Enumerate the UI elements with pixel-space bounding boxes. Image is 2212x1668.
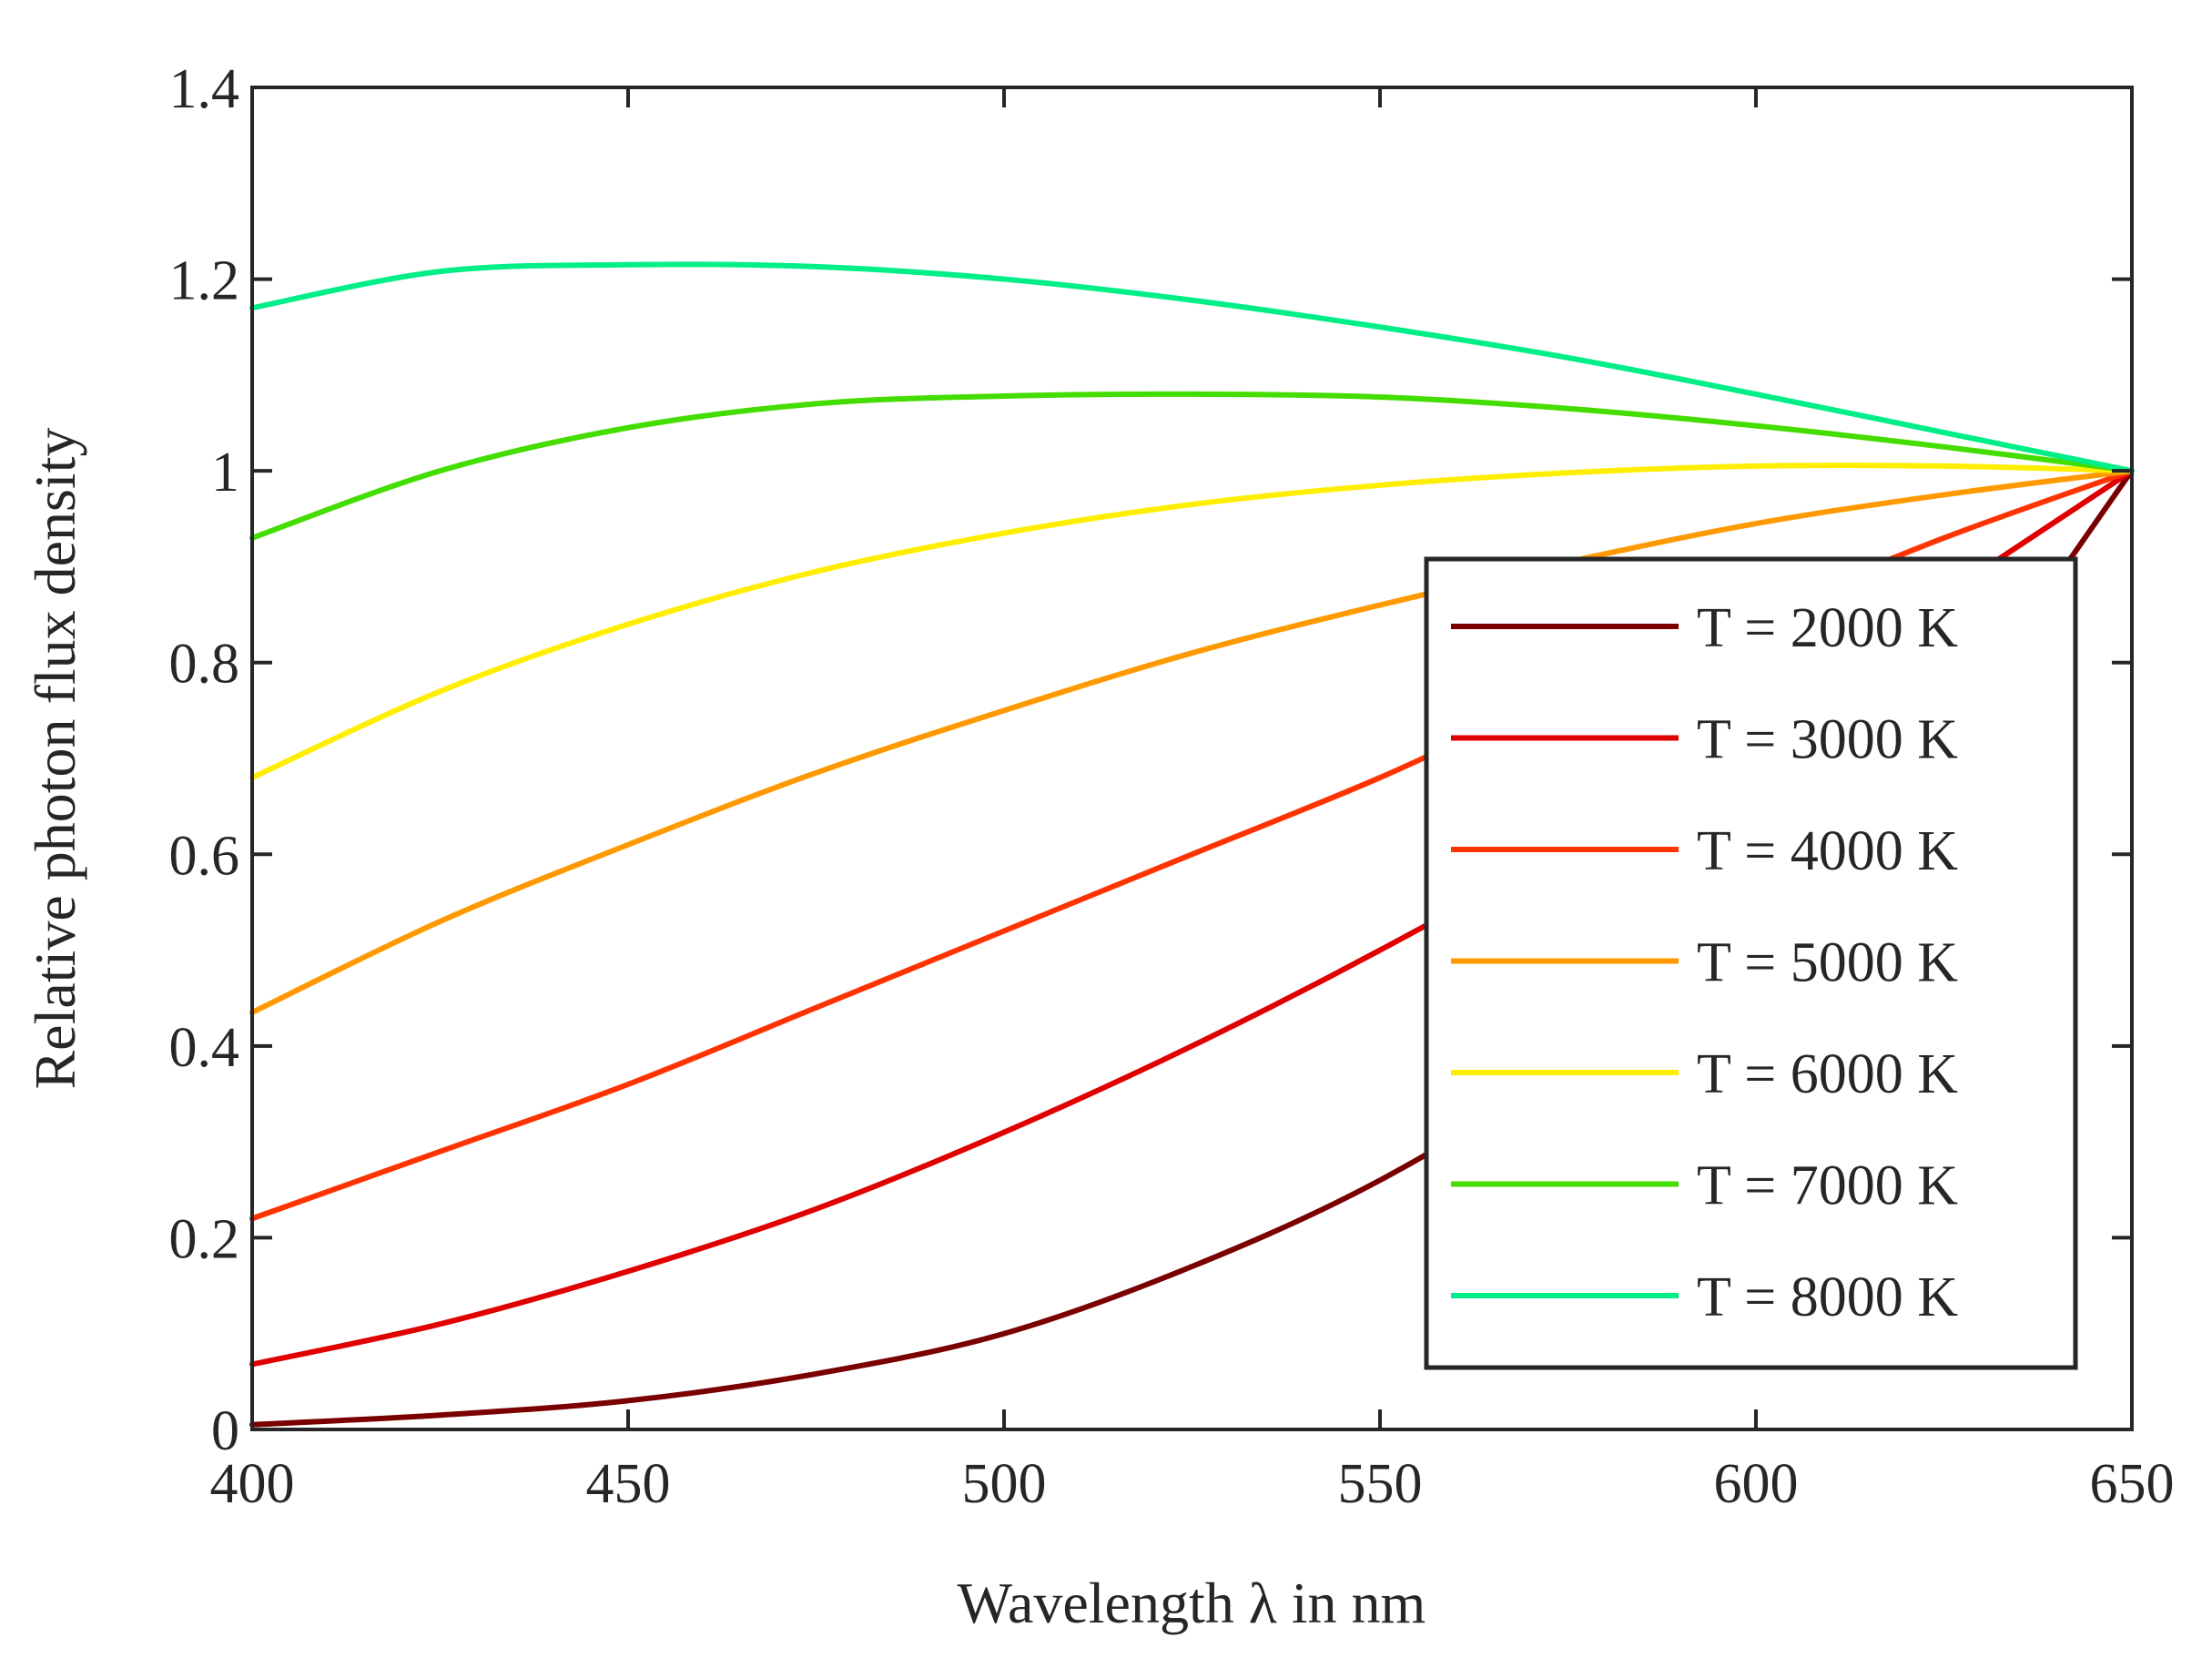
y-tick-label: 0 — [211, 1400, 239, 1462]
x-tick-label: 500 — [962, 1453, 1047, 1515]
x-tick-label: 650 — [2090, 1453, 2175, 1515]
legend: T = 2000 K T = 3000 K T = 4000 K T = 5000 K… — [1424, 556, 2078, 1370]
series-line-7 — [249, 261, 2135, 474]
y-tick-label: 0.2 — [169, 1208, 240, 1270]
y-tick-label: 0.6 — [169, 825, 240, 887]
series-line-4 — [249, 468, 2135, 1016]
legend-label-3: T = 4000 K — [1697, 820, 1958, 882]
x-axis-title: Wavelength λ in nm — [958, 1571, 1426, 1635]
y-tick-label: 1.4 — [169, 58, 240, 120]
legend-label-7: T = 8000 K — [1697, 1266, 1958, 1328]
x-tick-label: 450 — [586, 1453, 671, 1515]
x-tick-label: 550 — [1338, 1453, 1423, 1515]
y-tick-label: 1.2 — [169, 250, 240, 312]
legend-label-1: T = 2000 K — [1697, 597, 1958, 659]
legend-label-2: T = 3000 K — [1697, 709, 1958, 771]
y-tick-label: 0.4 — [169, 1017, 240, 1079]
legend-label-4: T = 5000 K — [1697, 932, 1958, 994]
plot-area-border — [250, 86, 2134, 1431]
y-tick-label: 1 — [211, 442, 239, 503]
ticks-layer: 400 450 500 550 600 650 0 0.2 0.4 0.6 0.8 1 1.2 1.4 — [169, 58, 2175, 1515]
y-axis-title: Relative photon flux density — [23, 428, 87, 1090]
x-tick-label: 600 — [1714, 1453, 1799, 1515]
series-layer — [249, 261, 2135, 1428]
y-tick-label: 0.8 — [169, 634, 240, 696]
series-line-5 — [249, 463, 2135, 781]
x-tick-label: 400 — [210, 1453, 295, 1515]
series-line-6 — [249, 391, 2135, 541]
legend-label-6: T = 7000 K — [1697, 1155, 1958, 1217]
legend-label-5: T = 6000 K — [1697, 1043, 1958, 1105]
